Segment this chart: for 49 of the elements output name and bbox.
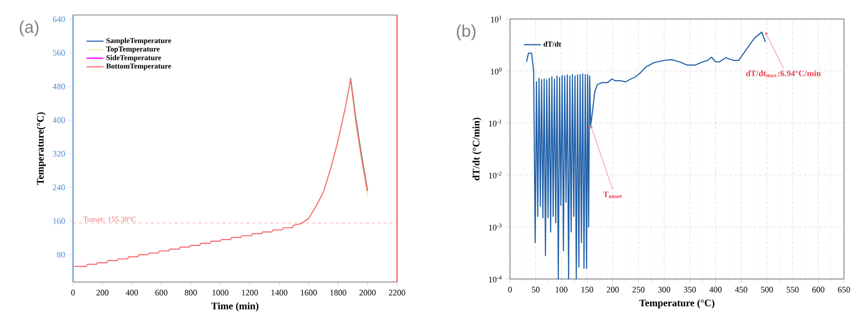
x-tick-label: 0 bbox=[71, 290, 75, 296]
x-tick-label: 1600 bbox=[300, 290, 317, 296]
x-tick-label: 2200 bbox=[388, 290, 406, 296]
annotation: dT/dt$_{max}$:6.94°C/min bbox=[746, 70, 821, 78]
x-tick-label: 200 bbox=[606, 286, 619, 292]
x-tick-label: 100 bbox=[556, 286, 568, 292]
x-tick-label: 150 bbox=[581, 286, 594, 292]
y-tick-label: 480 bbox=[52, 84, 65, 90]
x-tick-label: 600 bbox=[812, 286, 824, 292]
x-tick-label: 600 bbox=[155, 290, 168, 296]
x-tick-label: 0 bbox=[508, 286, 512, 292]
x-tick-label: 400 bbox=[126, 290, 138, 296]
x-tick-label: 50 bbox=[532, 286, 540, 292]
y-tick-label: 10$^{1}$ bbox=[491, 16, 502, 22]
x-tick-label: 1000 bbox=[212, 290, 228, 296]
y-tick-label: 640 bbox=[52, 16, 65, 22]
y-axis-title: dT/dt (°C/min) bbox=[472, 118, 482, 180]
x-tick-label: 300 bbox=[658, 286, 670, 292]
x-tick-label: 450 bbox=[735, 286, 748, 292]
x-tick-label: 550 bbox=[786, 286, 799, 292]
x-axis-title: Time (min) bbox=[211, 302, 258, 312]
x-tick-label: 400 bbox=[709, 286, 722, 292]
y-tick-label: 10$^{-4}$ bbox=[489, 276, 502, 282]
chart-title: (b) bbox=[456, 24, 476, 40]
x-tick-label: 2000 bbox=[359, 290, 376, 296]
y-tick-label: 240 bbox=[52, 184, 65, 190]
x-tick-label: 1800 bbox=[330, 290, 346, 296]
annotation: T$_{onset}$ bbox=[603, 192, 622, 198]
x-tick-label: 200 bbox=[96, 290, 108, 296]
y-axis-title: Temperature(°C) bbox=[36, 112, 46, 185]
x-axis-title: Temperature (°C) bbox=[639, 299, 714, 308]
y-tick-label: 10$^{-3}$ bbox=[489, 224, 502, 230]
x-tick-label: 1400 bbox=[271, 290, 288, 296]
x-tick-label: 250 bbox=[632, 286, 644, 292]
y-tick-label: 160 bbox=[53, 218, 65, 224]
y-tick-label: 560 bbox=[53, 50, 65, 56]
y-tick-label: 400 bbox=[52, 117, 65, 123]
x-tick-label: 800 bbox=[184, 290, 197, 296]
x-tick-label: 500 bbox=[761, 286, 773, 292]
y-tick-label: 80 bbox=[57, 252, 65, 258]
x-tick-label: 650 bbox=[838, 286, 850, 292]
x-tick-label: 1200 bbox=[242, 290, 258, 296]
y-tick-label: 10$^{-2}$ bbox=[489, 172, 502, 178]
chart-title: (a) bbox=[20, 20, 38, 36]
y-tick-label: 10$^{-1}$ bbox=[489, 120, 502, 126]
y-tick-label: 320 bbox=[52, 150, 65, 157]
line-series bbox=[526, 32, 766, 280]
y-tick-label: 10$^{0}$ bbox=[491, 68, 502, 74]
x-tick-label: 350 bbox=[684, 286, 696, 292]
